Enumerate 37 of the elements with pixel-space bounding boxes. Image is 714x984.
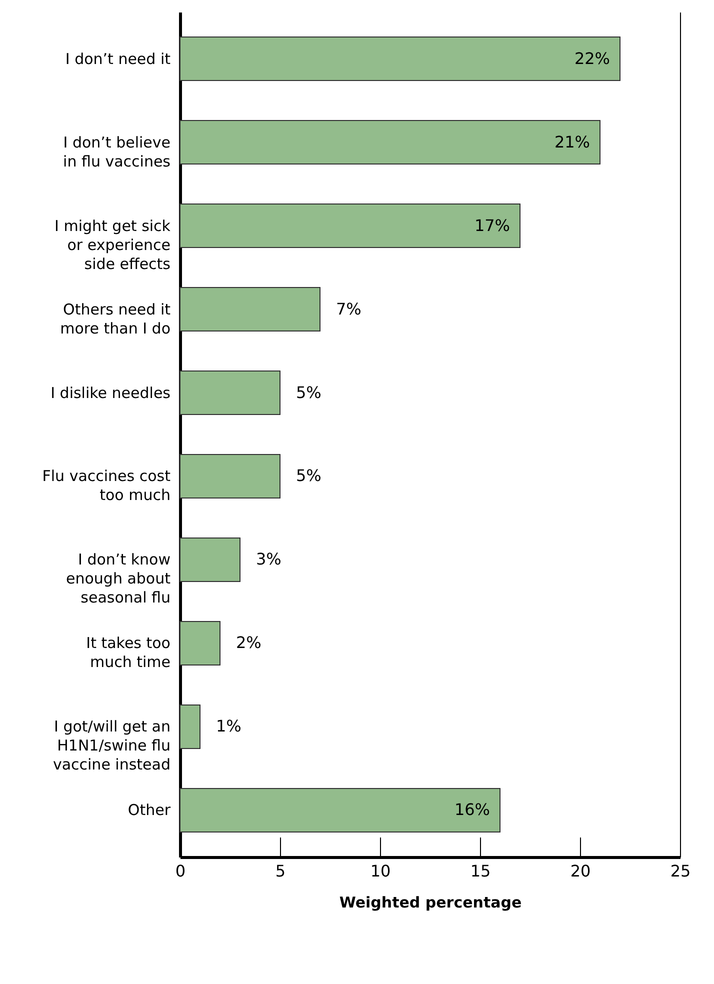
bar — [180, 36, 620, 81]
bar — [180, 120, 600, 164]
x-tick-label: 10 — [370, 862, 391, 880]
y-tick-label: I don’t need it — [65, 50, 171, 68]
y-tick-label: Others need it more than I do — [60, 300, 171, 338]
data-label: 5% — [296, 382, 322, 402]
bar — [180, 704, 200, 749]
x-tick-label: 5 — [275, 862, 286, 880]
data-label: 2% — [236, 633, 262, 652]
y-tick-label: I got/will get an H1N1/swine flu vaccine instead — [52, 718, 170, 774]
data-label: 17% — [474, 216, 510, 235]
x-tick-label: 0 — [175, 862, 186, 880]
data-label: 22% — [574, 48, 610, 68]
y-tick-label: Flu vaccines cost too much — [42, 467, 171, 504]
x-tick-label: 25 — [670, 862, 691, 880]
data-label: 5% — [296, 466, 322, 486]
bar — [180, 370, 280, 415]
bar — [180, 287, 320, 332]
data-label: 3% — [256, 550, 282, 569]
bar — [180, 538, 240, 582]
x-tick-label: 15 — [470, 862, 491, 880]
data-label: 1% — [216, 716, 242, 736]
bar — [180, 204, 520, 248]
y-tick-label: I might get sick or experience side effects — [54, 216, 171, 273]
y-tick-label: I don’t believe in flu vaccines — [63, 133, 171, 170]
y-tick-label: I dislike needles — [50, 384, 171, 402]
x-tick-label: 20 — [570, 862, 591, 880]
bar — [180, 454, 280, 498]
bar — [180, 621, 220, 666]
y-tick-label: Other — [128, 801, 172, 820]
data-label: 21% — [554, 132, 590, 152]
bar — [180, 788, 500, 832]
y-tick-label: It takes too much time — [86, 634, 170, 672]
x-axis-title: Weighted percentage — [339, 894, 522, 912]
data-label: 16% — [454, 800, 490, 820]
data-label: 7% — [336, 299, 362, 318]
y-tick-label: I don’t know enough about seasonal flu — [66, 550, 171, 607]
